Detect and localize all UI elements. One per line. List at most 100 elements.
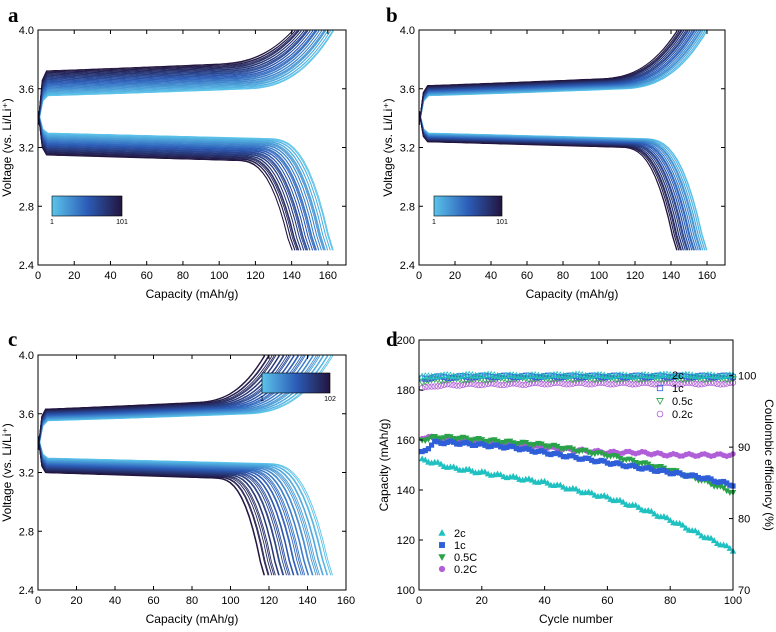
legend-marker	[656, 410, 664, 418]
curve-group	[37, 30, 334, 251]
y-tick-label: 100	[397, 585, 415, 597]
capacity-point-2c	[541, 477, 548, 484]
charge-curve	[37, 30, 322, 126]
capacity-point-2c	[679, 521, 687, 528]
ce-point-0.2C	[519, 381, 526, 388]
curve-group	[418, 30, 708, 251]
ce-point-0.2C	[547, 380, 554, 387]
x-tick-label: 160	[698, 270, 716, 282]
ce-point-2c	[468, 371, 477, 378]
discharge-curve	[37, 110, 296, 251]
y-tick-label: 3.2	[19, 143, 34, 155]
panel-label: a	[8, 3, 19, 27]
capacity-point-2c	[588, 489, 595, 496]
charge-curve	[37, 355, 280, 451]
x-axis-label: Capacity (mAh/g)	[526, 287, 619, 301]
ce-point-0.2C	[554, 379, 561, 386]
x-tick-label: 60	[147, 595, 159, 607]
x-tick-label: 100	[590, 270, 608, 282]
discharge-curve	[418, 110, 696, 251]
charge-curve	[37, 30, 305, 126]
discharge-curve	[418, 110, 689, 251]
discharge-curve	[37, 435, 275, 576]
ce-point-0.2C	[576, 379, 583, 386]
discharge-curve	[418, 110, 697, 251]
charge-curve	[37, 30, 300, 126]
discharge-curve	[37, 435, 269, 576]
capacity-point-2c	[698, 532, 705, 539]
charge-curve	[37, 30, 313, 126]
x-tick-label: 120	[626, 270, 644, 282]
legend-label: 1c	[672, 383, 684, 395]
discharge-curve	[37, 435, 280, 576]
y-tick-label: 3.2	[19, 468, 34, 480]
capacity-point-2c	[434, 458, 442, 465]
discharge-curve	[37, 110, 329, 251]
discharge-curve	[37, 110, 331, 251]
ce-point-2c	[490, 371, 499, 378]
discharge-curve	[37, 110, 305, 251]
capacity-point-2c	[572, 485, 580, 492]
ce-point-2c	[644, 371, 652, 379]
discharge-curve	[37, 110, 311, 251]
y-axis-label: Voltage (vs. Li/Li⁺)	[0, 423, 14, 521]
ce-point-0.2C	[616, 379, 624, 387]
discharge-curve	[418, 110, 684, 251]
discharge-curve	[37, 110, 320, 251]
capacity-point-2c	[437, 460, 445, 467]
charge-curve	[418, 30, 678, 126]
capacity-point-2c	[663, 514, 671, 521]
x-tick-label: 80	[557, 270, 569, 282]
discharge-curve	[37, 110, 305, 251]
capacity-point-2c	[528, 476, 536, 483]
charge-curve	[37, 30, 311, 126]
ce-point-0.2C	[453, 382, 460, 389]
ce-point-0.2C	[682, 379, 690, 387]
panel-label: d	[386, 327, 398, 351]
discharge-curve	[418, 110, 689, 251]
discharge-curve	[418, 110, 688, 251]
ce-point-1c	[431, 374, 438, 380]
ce-point-0.2C	[488, 380, 495, 387]
x-tick-label: 40	[538, 595, 550, 607]
discharge-curve	[418, 110, 682, 251]
capacity-point-2c	[607, 495, 614, 502]
discharge-curve	[37, 110, 324, 251]
capacity-point-2c	[469, 467, 476, 474]
charge-curve	[418, 30, 706, 126]
capacity-point-2c	[509, 472, 517, 479]
ce-point-0.2C	[591, 380, 598, 387]
discharge-curve	[418, 110, 684, 251]
x-tick-label: 80	[186, 595, 198, 607]
charge-curve	[37, 30, 296, 126]
y-tick-label: 3.2	[400, 143, 415, 155]
ce-point-1c	[453, 373, 460, 380]
legend-label: 0.2C	[454, 564, 477, 576]
ce-point-0.2C	[506, 380, 514, 387]
discharge-curve	[418, 110, 686, 251]
y-axis-label: Voltage (vs. Li/Li⁺)	[0, 98, 14, 196]
y-tick-label: 2.4	[19, 585, 34, 597]
x-tick-label: 60	[601, 595, 613, 607]
x-tick-label: 40	[104, 270, 116, 282]
charge-curve	[37, 30, 317, 126]
charge-curve	[37, 30, 329, 126]
ce-point-0.2C	[613, 380, 620, 387]
capacity-point-2c	[682, 524, 690, 531]
x-tick-label: 140	[298, 595, 316, 607]
y2-tick-label: 80	[738, 514, 750, 526]
ce-point-0.5C	[418, 379, 426, 387]
ce-point-2c	[534, 371, 542, 379]
ce-point-0.2C	[541, 381, 548, 388]
capacity-point-2c	[557, 481, 564, 488]
capacity-point-0.5C	[425, 436, 432, 443]
charge-curve	[37, 30, 325, 126]
y-tick-label: 200	[397, 335, 415, 347]
charge-curve	[37, 30, 293, 126]
ce-point-0.2C	[528, 380, 536, 387]
y-tick-label: 3.6	[19, 409, 34, 421]
capacity-point-2c	[525, 475, 533, 482]
ce-point-0.2C	[497, 381, 504, 389]
y-tick-label: 2.8	[19, 201, 34, 213]
discharge-curve	[37, 110, 331, 251]
